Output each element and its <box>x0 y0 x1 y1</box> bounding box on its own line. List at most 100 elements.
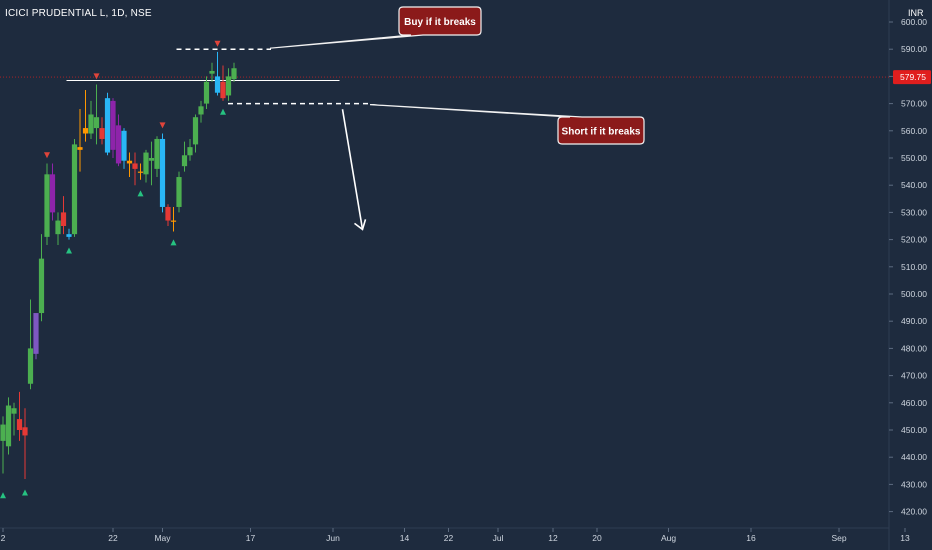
price-tick-label: 570.00 <box>901 99 927 109</box>
price-tick-label: 430.00 <box>901 479 927 489</box>
candle-body <box>110 100 116 150</box>
candle <box>181 141 188 172</box>
candle-body <box>154 138 160 169</box>
candle-body <box>214 76 221 93</box>
candle-body <box>16 419 23 430</box>
last-price-value: 579.75 <box>900 72 926 82</box>
time-tick-label: Sep <box>831 533 846 543</box>
short-note-callout[interactable]: Short if it breaks <box>369 104 645 145</box>
buy-note-callout[interactable]: Buy if it breaks <box>269 6 482 49</box>
candle-body <box>170 220 177 222</box>
candle <box>99 117 105 145</box>
candle <box>22 408 28 479</box>
last-price-badge <box>893 70 931 85</box>
candle-body <box>181 155 188 167</box>
time-tick-label: Jun <box>326 533 340 543</box>
candle-body <box>49 174 56 213</box>
candle-body <box>93 117 100 129</box>
candle <box>55 212 61 246</box>
candle <box>88 100 94 139</box>
candle-body <box>66 234 72 237</box>
candle <box>137 163 144 180</box>
price-tick-label: 600.00 <box>901 17 927 27</box>
price-tick-label: 530.00 <box>901 207 927 217</box>
time-tick-label: 16 <box>746 533 756 543</box>
candle-body <box>137 171 144 173</box>
candle <box>77 109 83 172</box>
candle <box>0 416 6 474</box>
time-tick-label: 12 <box>548 533 558 543</box>
downtrend-arrow-shaft <box>341 109 364 230</box>
price-tick-label: 590.00 <box>901 44 927 54</box>
candle <box>49 163 56 221</box>
candle <box>110 98 116 158</box>
sell-signal-marker <box>214 40 221 47</box>
candle <box>11 402 17 436</box>
time-tick-label: 14 <box>400 533 410 543</box>
candle-body <box>176 177 182 207</box>
candle <box>148 141 155 186</box>
buy-note-bubble <box>269 6 482 49</box>
buy-signal-marker <box>22 489 28 496</box>
candle-body <box>27 348 34 384</box>
downtrend-arrow-head <box>354 219 367 231</box>
candle <box>33 313 39 360</box>
buy-signal-marker <box>66 247 72 254</box>
candle <box>203 76 210 110</box>
buy-signal-marker <box>170 239 177 246</box>
candle <box>192 114 199 153</box>
candle-body <box>99 128 105 139</box>
annotation-notes: Buy if it breaks Short if it breaks <box>269 6 645 145</box>
candle <box>66 228 72 240</box>
time-tick-label: 13 <box>900 533 910 543</box>
candle <box>93 84 100 145</box>
buy-signal-marker <box>220 108 226 115</box>
price-tick-label: 440.00 <box>901 452 927 462</box>
price-tick-label: 510.00 <box>901 262 927 272</box>
candle <box>231 62 237 82</box>
candle <box>27 299 34 390</box>
candle <box>60 196 67 235</box>
trend-drawings <box>66 48 370 231</box>
candle-body <box>0 424 6 441</box>
candle-body <box>187 147 193 156</box>
candle <box>126 152 133 178</box>
candle-body <box>71 144 78 235</box>
price-tick-label: 520.00 <box>901 235 927 245</box>
candle-body <box>88 114 94 134</box>
currency-label: INR <box>908 8 924 18</box>
candle <box>104 92 111 156</box>
candle-body <box>5 405 12 447</box>
candle <box>198 100 204 123</box>
time-tick-label: 22 <box>108 533 118 543</box>
candle-body <box>209 70 215 74</box>
candle <box>154 136 160 178</box>
time-tick-label: 2 <box>1 533 6 543</box>
signal-markers <box>0 40 226 499</box>
candle <box>71 138 78 237</box>
candle-body <box>55 220 61 235</box>
price-tick-label: 490.00 <box>901 316 927 326</box>
candle-body <box>22 427 28 436</box>
price-tick-label: 480.00 <box>901 343 927 353</box>
candle-body <box>126 160 133 164</box>
candle-body <box>121 130 127 161</box>
candle <box>209 62 215 82</box>
candle-body <box>60 212 67 226</box>
price-tick-label: 550.00 <box>901 153 927 163</box>
candle <box>143 149 149 183</box>
symbol-title: ICICI PRUDENTIAL L, 1D, NSE <box>5 8 152 19</box>
candle-body <box>115 125 122 164</box>
sell-signal-marker <box>159 122 166 129</box>
candle <box>214 51 221 96</box>
candle-body <box>198 106 204 115</box>
candle-body <box>104 98 111 153</box>
buy-signal-marker <box>137 190 144 197</box>
candle <box>170 206 177 232</box>
buy-note-text: Buy if it breaks <box>404 17 476 28</box>
price-tick-label: 560.00 <box>901 126 927 136</box>
candle <box>82 90 89 142</box>
sell-signal-marker <box>93 73 100 80</box>
sell-signal-marker <box>44 152 50 159</box>
